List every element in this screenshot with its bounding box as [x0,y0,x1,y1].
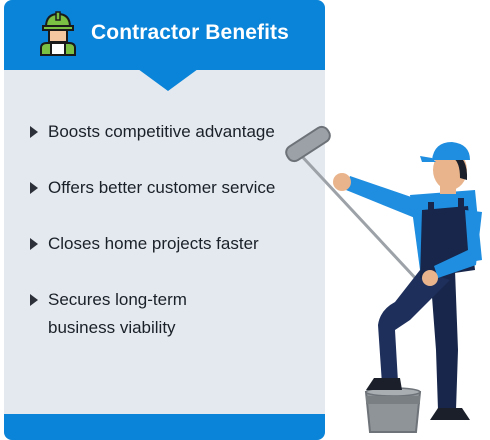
benefits-card: Contractor Benefits Boosts competitive a… [4,0,325,440]
benefit-label: Closes home projects faster [48,234,259,253]
bullet-arrow-icon [30,238,38,250]
benefit-label: Boosts competitive advantage [48,122,275,141]
list-item: Secures long-term business viability [24,286,218,342]
list-item: Boosts competitive advantage [24,118,275,146]
list-item: Offers better customer service [24,174,275,202]
bullet-arrow-icon [30,294,38,306]
card-title: Contractor Benefits [91,21,289,44]
construction-worker-icon [37,10,79,61]
benefits-list: Boosts competitive advantage Offers bett… [24,118,275,342]
painter-illustration [285,125,482,433]
benefit-label: Secures long-term business viability [48,290,187,337]
header-pointer [138,69,198,91]
list-item: Closes home projects faster [24,230,275,258]
bullet-arrow-icon [30,182,38,194]
paint-bucket [364,387,422,433]
bullet-arrow-icon [30,126,38,138]
card-footer-band [4,414,325,440]
card-header: Contractor Benefits [4,0,325,70]
benefit-label: Offers better customer service [48,178,276,197]
